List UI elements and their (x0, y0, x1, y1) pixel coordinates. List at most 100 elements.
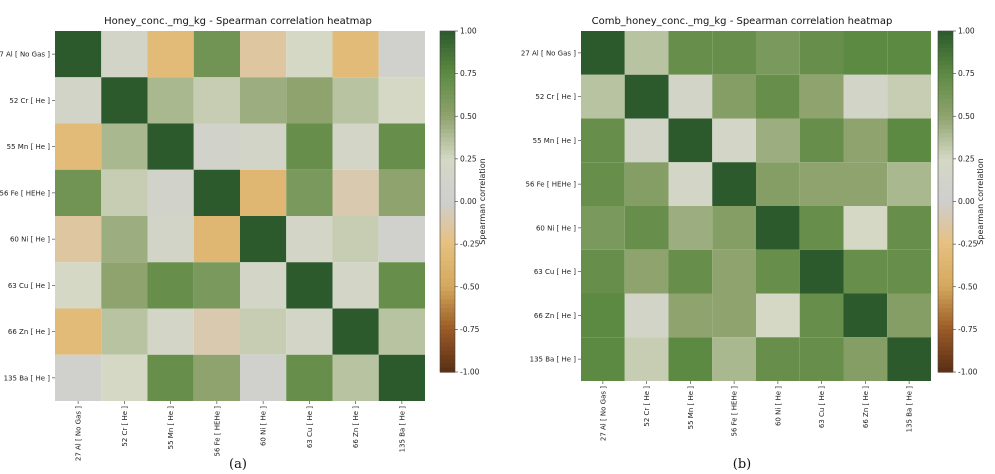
heatmap-cell (581, 293, 625, 338)
colorbar-segment (938, 222, 953, 228)
heatmap-cell (887, 337, 931, 381)
heatmap-cell (887, 206, 931, 250)
panel-label-a: (a) (229, 457, 247, 472)
heatmap-cell (843, 337, 888, 381)
colorbar-segment (440, 77, 455, 83)
colorbar-segment (938, 154, 953, 160)
heatmap-cell (624, 118, 669, 163)
colorbar-segment (440, 252, 455, 258)
colorbar-tick-label: -0.75 (460, 325, 480, 334)
colorbar-segment (440, 333, 455, 339)
heatmap-cell (332, 31, 379, 78)
x-tick-label: 135 Ba [ He ] (906, 386, 914, 433)
heatmap-cell (668, 118, 713, 163)
colorbar-segment (938, 158, 953, 164)
heatmap-cell (581, 74, 625, 119)
heatmap-cell (581, 249, 625, 294)
colorbar-segment (440, 239, 455, 245)
heatmap-cell (378, 77, 425, 124)
heatmap-cell (101, 77, 148, 124)
heatmap-cell (240, 308, 287, 355)
colorbar-segment (440, 308, 455, 313)
colorbar-segment (938, 192, 953, 198)
colorbar-segment (440, 337, 455, 343)
colorbar-segment (440, 222, 455, 228)
colorbar-segment (938, 180, 953, 186)
x-tick-label: 60 Ni [ He ] (774, 386, 782, 426)
colorbar-tick-label: 0.00 (460, 197, 477, 206)
colorbar-segment (440, 197, 455, 203)
heatmap-cell (378, 262, 425, 309)
colorbar-segment (440, 354, 455, 360)
y-tick-label: 55 Mn [ He ] (533, 137, 577, 145)
heatmap-cell (55, 169, 102, 216)
x-tick-label: 52 Cr [ He ] (121, 406, 129, 447)
heatmap-cell (101, 216, 148, 263)
colorbar-segment (440, 325, 455, 330)
colorbar-segment (440, 342, 455, 348)
heatmap-cell (799, 162, 844, 206)
colorbar-tick-label: -1.00 (460, 368, 480, 377)
heatmap-cell (332, 262, 379, 309)
colorbar-segment (938, 337, 953, 343)
colorbar-tick-label: 0.75 (460, 69, 477, 78)
colorbar-segment (440, 188, 455, 194)
colorbar-segment (440, 295, 455, 301)
heatmap-cell (378, 308, 425, 355)
colorbar-tick-label: -1.00 (958, 368, 978, 377)
colorbar-segment (440, 265, 455, 271)
colorbar-segment (938, 137, 953, 143)
colorbar-tick-label: -0.25 (460, 240, 480, 249)
colorbar-segment (938, 184, 953, 190)
colorbar-segment (440, 65, 455, 70)
heatmap-cell (624, 162, 669, 206)
colorbar-segment (440, 39, 455, 45)
colorbar-segment (440, 146, 455, 151)
heatmap-cell (378, 123, 425, 170)
heatmap-cell (193, 216, 240, 263)
heatmap-cell (668, 293, 713, 338)
colorbar-segment (440, 346, 455, 352)
panel-label-b: (b) (733, 457, 751, 472)
heatmap-cell (581, 337, 625, 381)
colorbar-segment (440, 129, 455, 134)
colorbar-segment (938, 295, 953, 301)
heatmap-cell (756, 74, 800, 119)
colorbar-segment (938, 90, 953, 96)
colorbar-segment (440, 35, 455, 41)
heatmap-cell (240, 31, 287, 78)
heatmap-cell (712, 31, 756, 75)
y-tick-label: 60 Ni [ He ] (10, 236, 50, 244)
heatmap-cell (147, 308, 194, 355)
heatmap-cell (887, 31, 931, 75)
colorbar-segment (938, 291, 953, 296)
colorbar-segment (938, 146, 953, 151)
colorbar-segment (440, 154, 455, 160)
heatmap-cell (378, 354, 425, 401)
heatmap-cell (756, 249, 800, 294)
colorbar-segment (440, 248, 455, 254)
colorbar-segment (938, 252, 953, 258)
colorbar-segment (938, 69, 953, 75)
heatmap-cell (712, 74, 756, 119)
heatmap-cell (286, 308, 333, 355)
x-tick-label: 66 Zn [ He ] (352, 406, 360, 448)
heatmap-cell (286, 123, 333, 170)
heatmap-cell (286, 31, 333, 78)
colorbar-segment (938, 256, 953, 262)
colorbar-segment (938, 342, 953, 348)
x-tick-label: 135 Ba [ He ] (398, 406, 406, 453)
colorbar-segment (938, 312, 953, 318)
colorbar-tick-label: 0.50 (958, 112, 975, 121)
colorbar-segment (938, 218, 953, 224)
colorbar-segment (440, 261, 455, 267)
colorbar-segment (440, 205, 455, 211)
heatmap-cell (378, 216, 425, 263)
heatmap-cells-a (55, 31, 425, 401)
colorbar-tick-label: 1.00 (958, 27, 975, 36)
colorbar-segment (938, 205, 953, 211)
heatmap-cell (668, 337, 713, 381)
colorbar-segment (440, 291, 455, 296)
colorbar-segment (938, 231, 953, 237)
heatmap-cell (799, 31, 844, 75)
